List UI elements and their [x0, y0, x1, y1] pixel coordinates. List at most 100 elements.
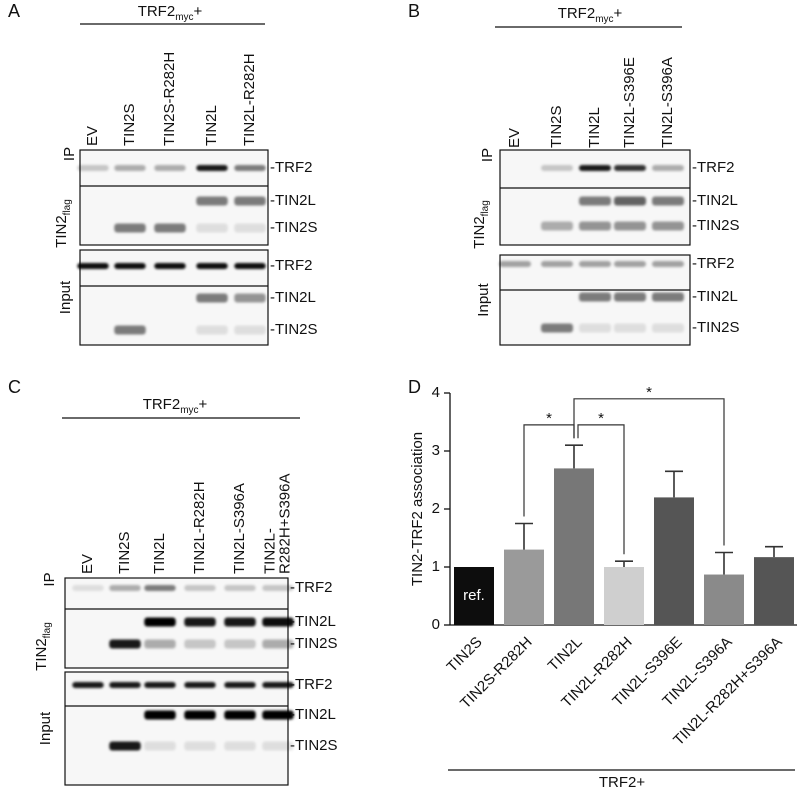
blot-header-sub: myc: [175, 12, 193, 23]
blot-band: [144, 710, 176, 720]
blot-band: [184, 639, 216, 649]
blot-header: TRF2myc+: [143, 396, 208, 416]
bar: [704, 574, 744, 625]
blot-header-suffix: +: [199, 396, 208, 413]
panel-letter: D: [408, 377, 421, 397]
lane-label: TIN2S-R282H: [161, 52, 178, 146]
blot-header-main: TRF2: [138, 3, 176, 20]
band-label: -TIN2S: [270, 321, 318, 338]
blot-band: [262, 585, 294, 591]
blot-band: [499, 261, 531, 267]
blot-band: [541, 221, 573, 231]
blot-band: [114, 223, 146, 233]
significance-label: *: [546, 410, 552, 427]
lane-label: EV: [79, 554, 96, 574]
lane-label: EV: [84, 126, 101, 146]
blot-band: [224, 682, 256, 688]
bar: [554, 468, 594, 625]
blot-header: TRF2myc+: [558, 5, 623, 25]
band-label: -TIN2S: [270, 219, 318, 236]
blot-band: [114, 165, 146, 171]
blot-band: [541, 323, 573, 333]
blot-band: [144, 682, 176, 688]
lane-label: TIN2L-S396A: [231, 483, 248, 574]
blot-band: [224, 710, 256, 720]
y-tick-label: 0: [432, 616, 440, 633]
significance-label: *: [646, 384, 652, 401]
blot-band: [579, 196, 611, 206]
blot-band: [184, 585, 216, 591]
blot-band: [77, 165, 109, 171]
error-bar: [515, 522, 533, 550]
lane-label: TIN2L-R282H: [191, 481, 208, 574]
blot-band: [234, 196, 266, 206]
tin2-label-main: TIN2: [33, 638, 50, 671]
tin2-label-sub: flag: [480, 200, 491, 216]
blot-band: [614, 196, 646, 206]
blot-band: [652, 261, 684, 267]
blot-header: TRF2myc+: [138, 3, 203, 23]
y-axis-label: TIN2-TRF2 association: [409, 432, 426, 586]
blot-band: [579, 165, 611, 171]
blot-band: [224, 741, 256, 751]
panel-letter: B: [408, 1, 420, 21]
blot-band: [196, 196, 228, 206]
ip-label: IP: [479, 148, 496, 162]
blot-band: [234, 223, 266, 233]
blot-band: [154, 263, 186, 269]
y-tick-label: 2: [432, 500, 440, 517]
blot-band: [224, 639, 256, 649]
blot-band: [114, 325, 146, 335]
blot-band: [614, 221, 646, 231]
blot-band: [614, 261, 646, 267]
blot-band: [579, 261, 611, 267]
band-label: -TIN2L: [290, 706, 336, 723]
tin2-label-main: TIN2: [53, 215, 70, 248]
blot-band: [652, 292, 684, 302]
ip-label: IP: [61, 147, 78, 161]
blot-band: [154, 165, 186, 171]
blot-band: [224, 585, 256, 591]
band-label: -TIN2S: [692, 217, 740, 234]
blot-band: [144, 639, 176, 649]
tin2-label: TIN2flag: [471, 200, 491, 249]
blot-band: [614, 323, 646, 333]
blot-band: [262, 682, 294, 688]
lane-label: TIN2L-: [261, 528, 278, 574]
blot-band: [196, 223, 228, 233]
band-label: -TIN2S: [290, 737, 338, 754]
y-tick-label: 1: [432, 558, 440, 575]
ip-label: IP: [41, 572, 58, 586]
blot-band: [77, 263, 109, 269]
error-bar: [715, 551, 733, 575]
lane-label: TIN2S: [121, 103, 138, 146]
error-bar: [665, 470, 683, 498]
blot-band: [109, 741, 141, 751]
blot-band: [652, 323, 684, 333]
blot-band: [144, 741, 176, 751]
blot-band: [541, 261, 573, 267]
significance-bracket: [573, 398, 725, 546]
ref-label: ref.: [463, 587, 485, 604]
blot-header-main: TRF2: [558, 5, 596, 22]
blot-band: [72, 682, 104, 688]
band-label: -TIN2S: [692, 319, 740, 336]
blot-band: [114, 263, 146, 269]
band-label: -TRF2: [290, 676, 333, 693]
band-label: -TIN2S: [290, 635, 338, 652]
lane-label: TIN2L: [586, 107, 603, 148]
significance-label: *: [598, 410, 604, 427]
blot-header-sub: myc: [595, 14, 613, 25]
x-tick-label: TIN2S: [444, 634, 486, 676]
lane-label: R282H+S396A: [276, 474, 293, 575]
band-label: -TRF2: [692, 159, 735, 176]
group-label: TRF2+: [599, 774, 646, 791]
lane-label: TIN2L: [203, 105, 220, 146]
blot-header-sub: myc: [180, 405, 198, 416]
bar: [654, 497, 694, 625]
lane-label: TIN2L: [151, 533, 168, 574]
x-tick-label: TIN2L: [545, 634, 586, 675]
blot-band: [614, 165, 646, 171]
band-label: -TIN2L: [270, 289, 316, 306]
input-label: Input: [37, 711, 54, 745]
